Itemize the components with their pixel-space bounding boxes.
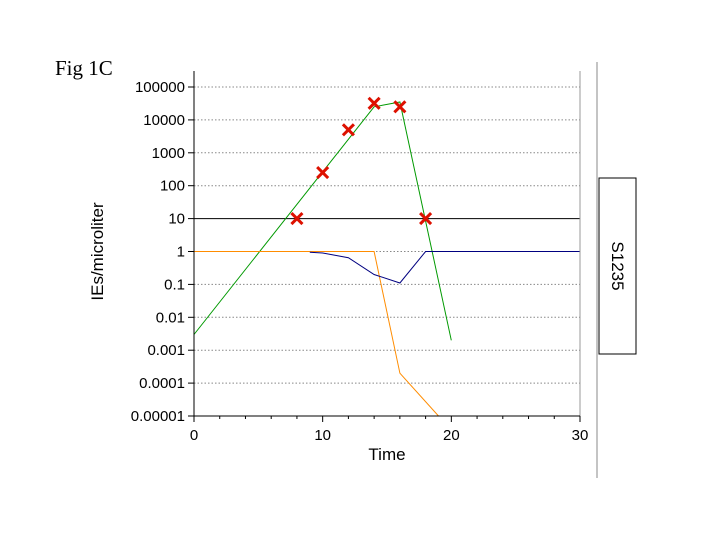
x-tick-label: 0 [190, 427, 198, 444]
x-marker [290, 212, 304, 226]
x-marker [316, 166, 330, 180]
x-marker [419, 212, 433, 226]
y-tick-label: 10 [168, 211, 185, 228]
y-tick-label: 0.01 [156, 309, 185, 326]
series-line-2 [309, 251, 580, 284]
figure-label: Fig 1C [55, 56, 113, 80]
x-marker-stroke [341, 123, 355, 137]
x-axis-ticks: 0 10 20 30 [190, 416, 589, 444]
x-marker-stroke [316, 166, 330, 180]
y-tick-label: 0.1 [164, 276, 185, 293]
x-marker-stroke [393, 100, 407, 114]
x-tick-label: 20 [443, 427, 460, 444]
x-marker [393, 100, 407, 114]
y-axis-ticks: 100000 10000 1000 100 10 1 0.1 0.01 0.001 0.0001 0… [131, 79, 194, 425]
side-label: S1235 [608, 241, 627, 290]
x-marker-stroke [290, 212, 304, 226]
series-line-0 [194, 101, 452, 341]
y-tick-label: 100000 [135, 79, 185, 96]
series-lines [194, 101, 580, 416]
y-tick-label: 0.001 [147, 342, 185, 359]
x-axis-label: Time [368, 445, 405, 464]
x-marker-stroke [367, 96, 381, 110]
y-tick-label: 1000 [152, 145, 185, 162]
side-label-box [598, 177, 637, 355]
x-tick-label: 10 [314, 427, 331, 444]
y-tick-label: 100 [160, 178, 185, 195]
x-marker [367, 96, 381, 110]
y-tick-label: 10000 [143, 112, 185, 129]
y-tick-label: 0.00001 [131, 408, 185, 425]
x-marker [341, 123, 355, 137]
series-line-1 [194, 251, 439, 416]
y-tick-label: 1 [177, 244, 185, 261]
y-tick-label: 0.0001 [139, 375, 185, 392]
x-marker-stroke [419, 212, 433, 226]
grid-lines [194, 86, 580, 384]
data-markers [290, 96, 433, 226]
x-tick-label: 30 [572, 427, 589, 444]
y-axis-label: IEs/microliter [88, 202, 107, 301]
